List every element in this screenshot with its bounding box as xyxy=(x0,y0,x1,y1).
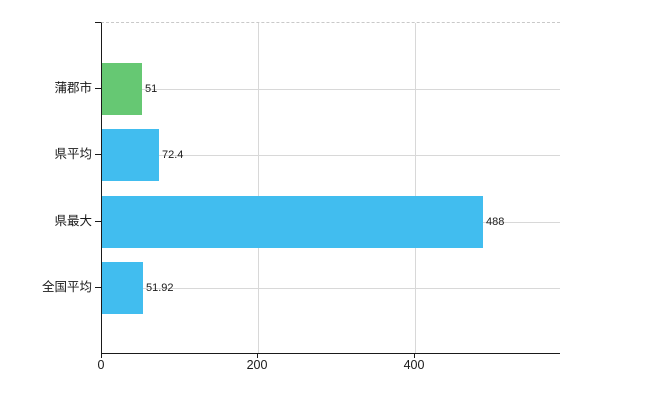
bar-2 xyxy=(102,196,483,248)
x-tick-label: 200 xyxy=(246,358,268,372)
x-gridline xyxy=(415,23,416,353)
plot-area: 51 72.4 488 51.92 xyxy=(101,22,560,354)
bar-value-label: 51.92 xyxy=(146,282,174,294)
bar-value-label: 51 xyxy=(145,83,158,95)
category-label: 全国平均 xyxy=(41,280,92,294)
x-axis-tick xyxy=(257,353,258,358)
x-tick-label: 400 xyxy=(403,358,425,372)
y-gridline xyxy=(102,89,560,90)
bar-1 xyxy=(102,129,159,181)
x-axis-tick xyxy=(414,353,415,358)
category-label: 蒲郡市 xyxy=(54,81,92,95)
y-axis-tick xyxy=(95,88,101,89)
bar-0 xyxy=(102,63,142,115)
x-gridline xyxy=(258,23,259,353)
y-axis-top-tick xyxy=(95,22,101,23)
bar-value-label: 72.4 xyxy=(162,149,184,161)
y-axis-tick xyxy=(95,287,101,288)
x-axis-tick xyxy=(101,353,102,358)
category-label: 県平均 xyxy=(54,147,92,161)
bar-3 xyxy=(102,262,143,314)
bar-value-label: 488 xyxy=(486,216,505,228)
y-gridline xyxy=(102,155,560,156)
y-gridline xyxy=(102,288,560,289)
category-label: 県最大 xyxy=(54,214,92,228)
y-axis-tick xyxy=(95,221,101,222)
y-axis-tick xyxy=(95,154,101,155)
x-tick-label: 0 xyxy=(97,358,105,372)
